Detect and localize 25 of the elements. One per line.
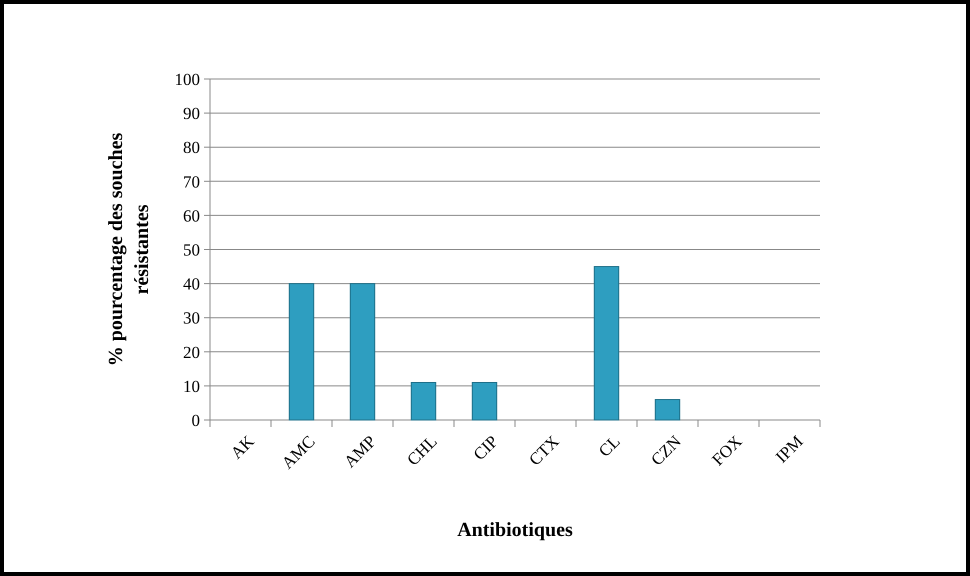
y-tick-label: 10 [183,376,200,396]
x-axis-title: Antibiotiques [457,519,574,541]
x-tick-label: CTX [525,432,563,470]
y-tick-label: 30 [183,308,200,328]
y-tick-label: 60 [183,206,200,226]
x-tick-label: CHL [403,432,441,470]
y-tick-label: 50 [183,240,200,260]
y-tick-label: 100 [174,70,200,89]
bar [350,283,376,420]
y-axis-title: % pourcentage des souches résistantes [105,132,153,366]
x-tick-label: CL [594,432,624,461]
bar [654,399,680,420]
y-tick-label: 40 [183,274,200,294]
bar [594,266,620,420]
x-tick-label: IPM [772,432,807,467]
x-tick-label: CIP [470,432,502,464]
y-tick-label: 90 [183,104,200,124]
bar [472,382,498,420]
x-tick-label: AK [226,431,258,463]
y-tick-label: 70 [183,172,200,192]
y-tick-label: 0 [192,410,200,430]
bar [288,283,314,420]
y-tick-label: 20 [183,342,200,362]
y-tick-label: 80 [183,138,200,158]
bar [410,382,436,420]
